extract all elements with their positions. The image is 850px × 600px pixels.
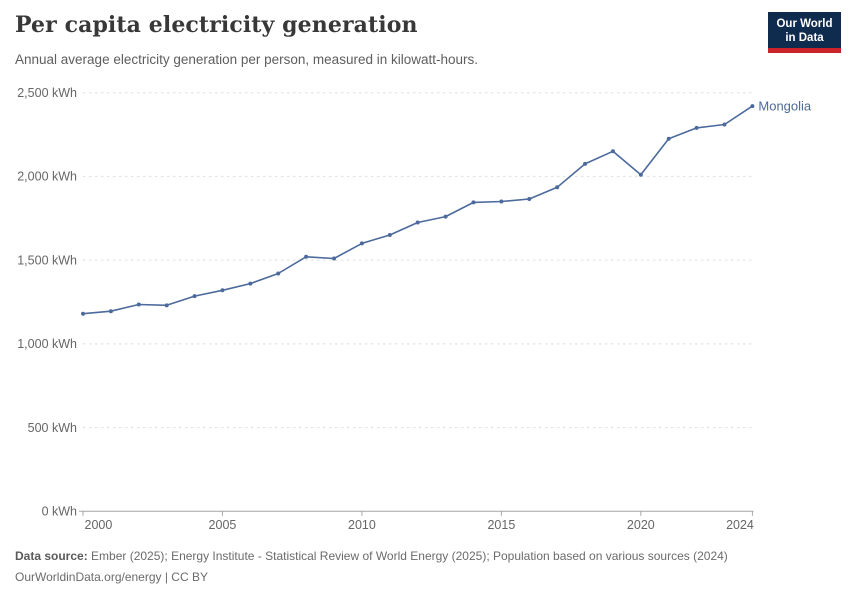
x-tick-label-2024: 2024 <box>726 518 754 532</box>
data-point-2022 <box>694 125 699 130</box>
y-tick-label-1000: 1,000 kWh <box>17 337 77 351</box>
x-tick-label-2015: 2015 <box>487 518 515 532</box>
data-point-2004 <box>192 294 197 299</box>
data-point-2018 <box>583 161 588 166</box>
owid-logo-line1: Our World <box>776 18 833 30</box>
footer-source-line: Data source: Ember (2025); Energy Instit… <box>15 546 835 567</box>
data-point-2021 <box>666 136 671 141</box>
data-point-2003 <box>164 303 169 308</box>
data-point-2016 <box>527 197 532 202</box>
entity-label-group: Mongolia <box>758 99 812 114</box>
data-point-2013 <box>443 214 448 219</box>
data-point-2007 <box>276 271 281 276</box>
data-point-2012 <box>415 220 420 225</box>
x-tick-label-2020: 2020 <box>627 518 655 532</box>
y-tick-label-1500: 1,500 kWh <box>17 253 77 267</box>
data-point-2009 <box>332 256 337 261</box>
chart-subtitle: Annual average electricity generation pe… <box>15 52 479 67</box>
data-line-mongolia[interactable] <box>82 105 754 315</box>
x-tick-label-2005: 2005 <box>209 518 237 532</box>
x-tick-label-2000: 2000 <box>85 518 113 532</box>
data-point-2008 <box>304 254 309 259</box>
gridlines <box>83 92 754 429</box>
chart-title: Per capita electricity generation <box>15 12 418 38</box>
x-tick-label-2010: 2010 <box>348 518 376 532</box>
y-tick-label-500: 500 kWh <box>28 421 77 435</box>
owid-logo: Our World in Data <box>768 12 841 53</box>
owid-logo-line2: in Data <box>785 32 824 44</box>
x-axis-labels: 2000 2005 2010 2015 2020 2024 <box>85 518 754 532</box>
data-point-2019 <box>610 149 615 154</box>
data-point-2020 <box>638 172 643 177</box>
series-mongolia <box>81 104 755 316</box>
y-tick-label-2000: 2,000 kWh <box>17 170 77 184</box>
y-tick-label-0: 0 kWh <box>42 505 77 519</box>
data-point-2014 <box>471 200 476 205</box>
footer-source-text: Ember (2025); Energy Institute - Statist… <box>87 549 728 563</box>
entity-label-mongolia[interactable]: Mongolia <box>758 99 812 114</box>
y-axis-labels: 0 kWh 500 kWh 1,000 kWh 1,500 kWh 2,000 kWh 2… <box>17 86 77 519</box>
data-point-2015 <box>499 199 504 204</box>
footer-license-line[interactable]: OurWorldinData.org/energy | CC BY <box>15 570 208 584</box>
footer-source-label: Data source: <box>15 549 88 563</box>
data-point-2011 <box>387 233 392 238</box>
line-chart-plot[interactable]: 0 kWh 500 kWh 1,000 kWh 1,500 kWh 2,000 kWh 2… <box>0 80 850 540</box>
data-point-2002 <box>136 302 141 307</box>
data-point-2001 <box>108 309 113 314</box>
data-point-2000 <box>81 311 85 316</box>
data-point-2023 <box>722 122 727 127</box>
data-point-2017 <box>555 185 560 190</box>
data-point-2006 <box>248 281 253 286</box>
data-point-2024 <box>750 104 755 109</box>
y-tick-label-2500: 2,500 kWh <box>17 86 77 100</box>
data-point-2005 <box>220 288 225 293</box>
x-axis-line <box>79 510 754 516</box>
data-point-2010 <box>359 241 364 246</box>
chart-footer: Data source: Ember (2025); Energy Instit… <box>15 546 835 588</box>
